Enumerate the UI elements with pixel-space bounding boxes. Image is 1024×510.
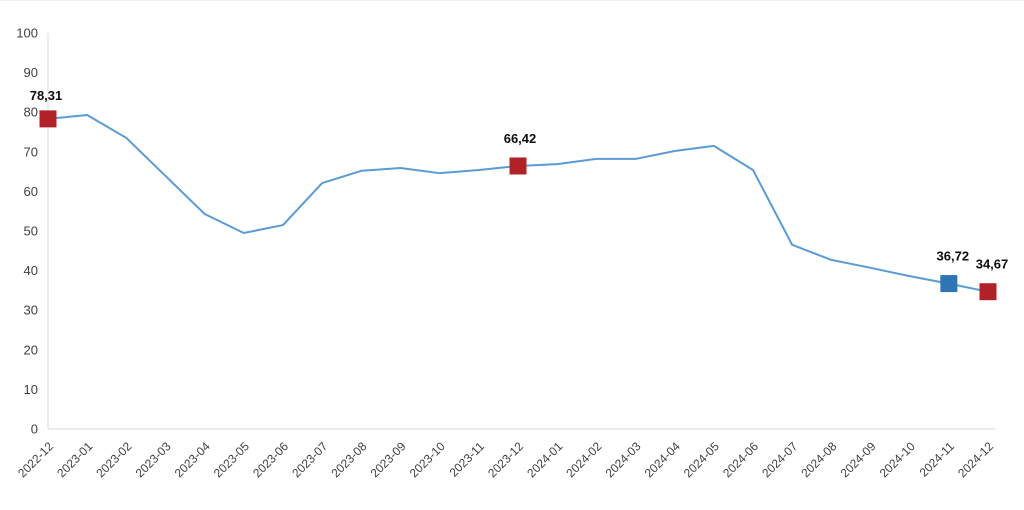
y-axis-tick-label: 80 [24, 105, 38, 120]
x-axis-tick-label: 2024-03 [603, 439, 644, 480]
y-axis-tick-label: 60 [24, 184, 38, 199]
highlight-marker [509, 157, 527, 175]
x-axis-tick-label: 2023-04 [172, 439, 213, 480]
data-point-label: 34,67 [976, 257, 1009, 272]
x-axis-tick-label: 2023-10 [407, 439, 448, 480]
x-axis-tick-label: 2024-11 [917, 439, 958, 480]
x-axis-tick-label: 2023-09 [368, 439, 409, 480]
highlight-marker [39, 110, 57, 128]
y-axis-tick-label: 10 [24, 382, 38, 397]
x-axis-tick-label: 2024-05 [681, 439, 722, 480]
x-axis-tick-label: 2024-02 [563, 439, 604, 480]
x-axis-tick-label: 2024-09 [838, 439, 879, 480]
x-axis-tick-label: 2024-06 [720, 439, 761, 480]
x-axis-tick-label: 2023-08 [328, 439, 369, 480]
x-axis-tick-label: 2024-10 [877, 439, 918, 480]
x-axis-tick-label: 2023-03 [133, 439, 174, 480]
highlight-marker [940, 275, 958, 293]
x-axis-tick-label: 2023-12 [485, 439, 526, 480]
highlight-marker [979, 283, 997, 301]
x-axis-tick-label: 2023-07 [289, 439, 330, 480]
x-axis-tick-label: 2022-12 [15, 439, 56, 480]
x-axis-tick-label: 2023-01 [54, 439, 95, 480]
x-axis-tick-label: 2024-07 [759, 439, 800, 480]
x-axis-tick-label: 2024-08 [798, 439, 839, 480]
x-axis-tick-label: 2024-12 [955, 439, 996, 480]
data-point-label: 78,31 [30, 88, 63, 103]
y-axis-tick-label: 40 [24, 263, 38, 278]
y-axis-tick-label: 70 [24, 144, 38, 159]
x-axis-tick-label: 2023-11 [447, 439, 488, 480]
y-axis-tick-label: 90 [24, 65, 38, 80]
x-axis-tick-label: 2023-05 [211, 439, 252, 480]
data-point-label: 66,42 [504, 131, 537, 146]
x-axis-tick-label: 2024-04 [642, 439, 683, 480]
y-axis-tick-label: 20 [24, 342, 38, 357]
y-axis-tick-label: 100 [16, 26, 38, 41]
y-axis-tick-label: 30 [24, 303, 38, 318]
y-axis-tick-label: 50 [24, 224, 38, 239]
x-axis-tick-label: 2024-01 [524, 439, 565, 480]
x-axis-tick-label: 2023-06 [250, 439, 291, 480]
data-point-label: 36,72 [937, 249, 970, 264]
x-axis-tick-label: 2023-02 [93, 439, 134, 480]
y-axis-tick-label: 0 [31, 422, 38, 437]
